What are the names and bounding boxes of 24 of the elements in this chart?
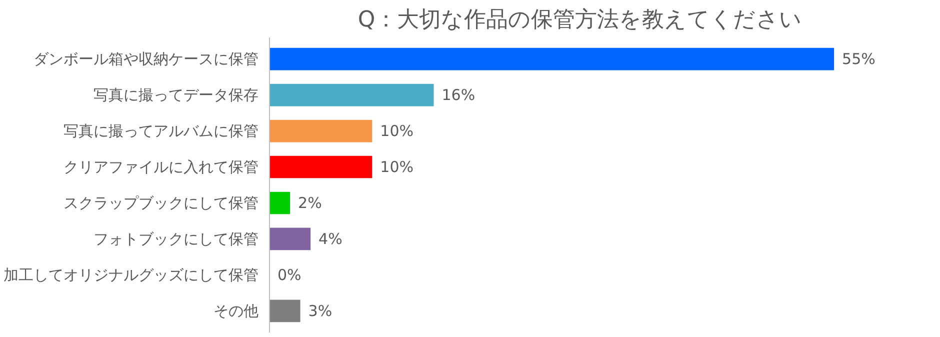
y-tick-label: フォトブックにして保管 <box>94 230 258 248</box>
data-label: 0% <box>278 266 302 284</box>
data-label: 16% <box>442 86 476 104</box>
data-label: 10% <box>380 158 414 176</box>
bar <box>270 192 290 214</box>
chart-title: Q：大切な作品の保管方法を教えてください <box>358 8 802 32</box>
data-label: 10% <box>380 122 414 140</box>
data-label: 3% <box>308 302 332 320</box>
y-tick-label: 写真に撮ってデータ保存 <box>94 86 258 104</box>
data-label: 2% <box>298 194 322 212</box>
bar <box>270 120 372 142</box>
y-tick-label: 写真に撮ってアルバムに保管 <box>64 122 258 140</box>
y-tick-label: 加工してオリジナルグッズにして保管 <box>4 266 258 284</box>
y-tick-label: ダンボール箱や収納ケースに保管 <box>34 50 258 68</box>
y-tick-label: その他 <box>214 302 258 320</box>
y-tick-label: スクラップブックにして保管 <box>64 194 258 212</box>
data-label: 55% <box>842 50 876 68</box>
y-tick-label: クリアファイルに入れて保管 <box>64 158 258 176</box>
bar <box>270 300 300 322</box>
bar <box>270 228 311 250</box>
data-label: 4% <box>318 230 342 248</box>
bar <box>270 48 834 70</box>
bar <box>270 156 372 178</box>
bar <box>270 84 434 106</box>
